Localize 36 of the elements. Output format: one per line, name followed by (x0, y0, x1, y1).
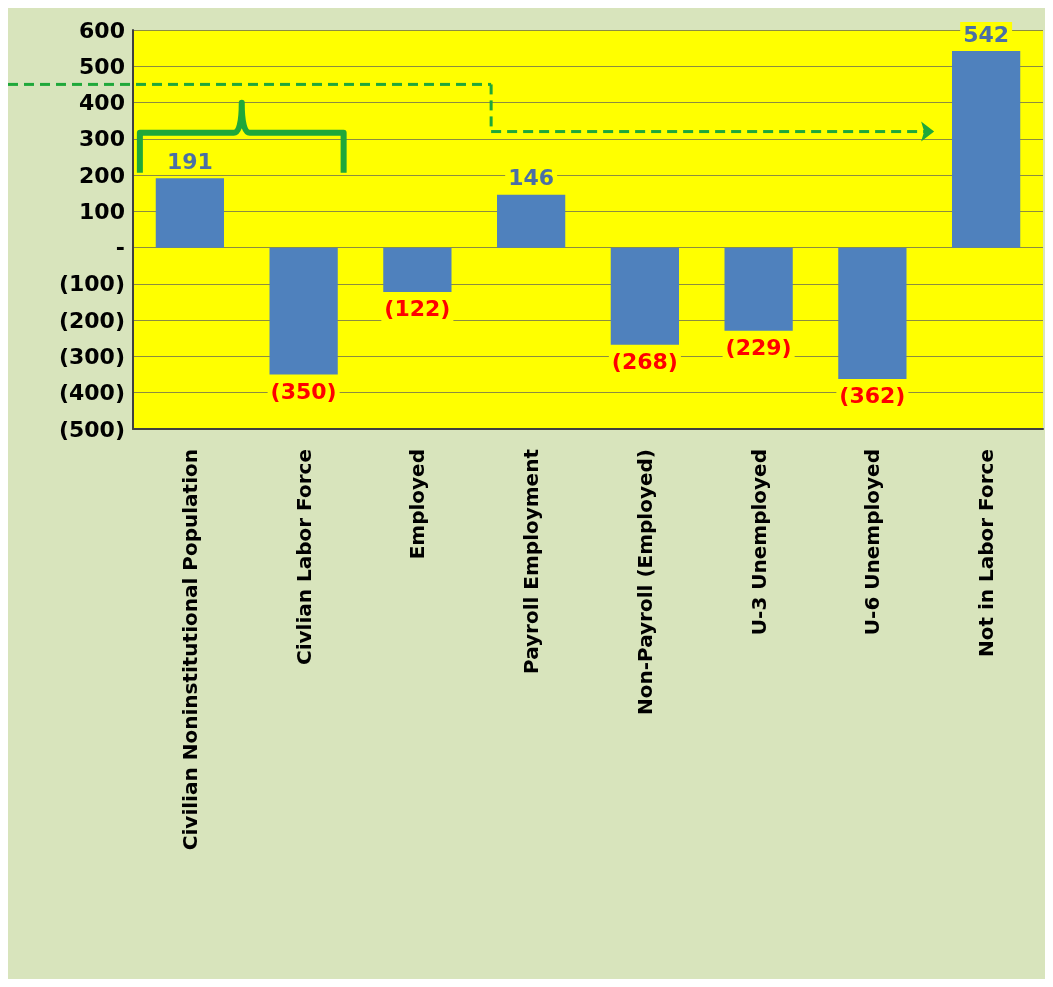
bar (952, 51, 1021, 248)
x-tick-label: Payroll Employment (519, 448, 544, 674)
data-label: (122) (384, 296, 451, 322)
y-tick-label: 400 (79, 90, 125, 116)
x-tick-label: Civlian Labor Force (291, 449, 316, 665)
y-tick-label: 100 (79, 198, 125, 224)
data-label: 191 (166, 148, 213, 174)
x-tick-label: Not in Labor Force (974, 449, 999, 658)
data-label: (229) (725, 335, 792, 361)
y-tick-label: 600 (79, 17, 125, 43)
data-label: (268) (611, 349, 678, 375)
bar (269, 247, 338, 375)
y-tick-label: (100) (58, 271, 125, 297)
data-label: (362) (839, 383, 906, 409)
y-tick-label: (200) (58, 307, 125, 333)
y-tick-label: 300 (79, 126, 125, 152)
y-tick-label: (500) (58, 416, 125, 442)
y-tick-label: 200 (79, 162, 125, 188)
x-tick-label: U-3 Unemployed (746, 449, 771, 636)
bar (497, 194, 566, 248)
x-tick-label: Employed (405, 449, 430, 560)
bar (838, 247, 907, 379)
y-tick-label: - (115, 235, 125, 261)
data-label: 542 (963, 21, 1010, 47)
data-label: 146 (508, 165, 555, 191)
x-tick-label: Non-Payroll (Employed) (632, 449, 657, 715)
data-label: (350) (270, 379, 337, 405)
x-tick-label: U-6 Unemployed (860, 449, 885, 636)
x-tick-label: Civilian Noninstitutional Population (177, 449, 202, 851)
bar (724, 247, 793, 331)
y-tick-label: (400) (58, 380, 125, 406)
y-tick-label: 500 (79, 53, 125, 79)
y-tick-label: (300) (58, 343, 125, 369)
bar (610, 247, 679, 345)
bar (155, 178, 224, 248)
bar (383, 247, 452, 292)
